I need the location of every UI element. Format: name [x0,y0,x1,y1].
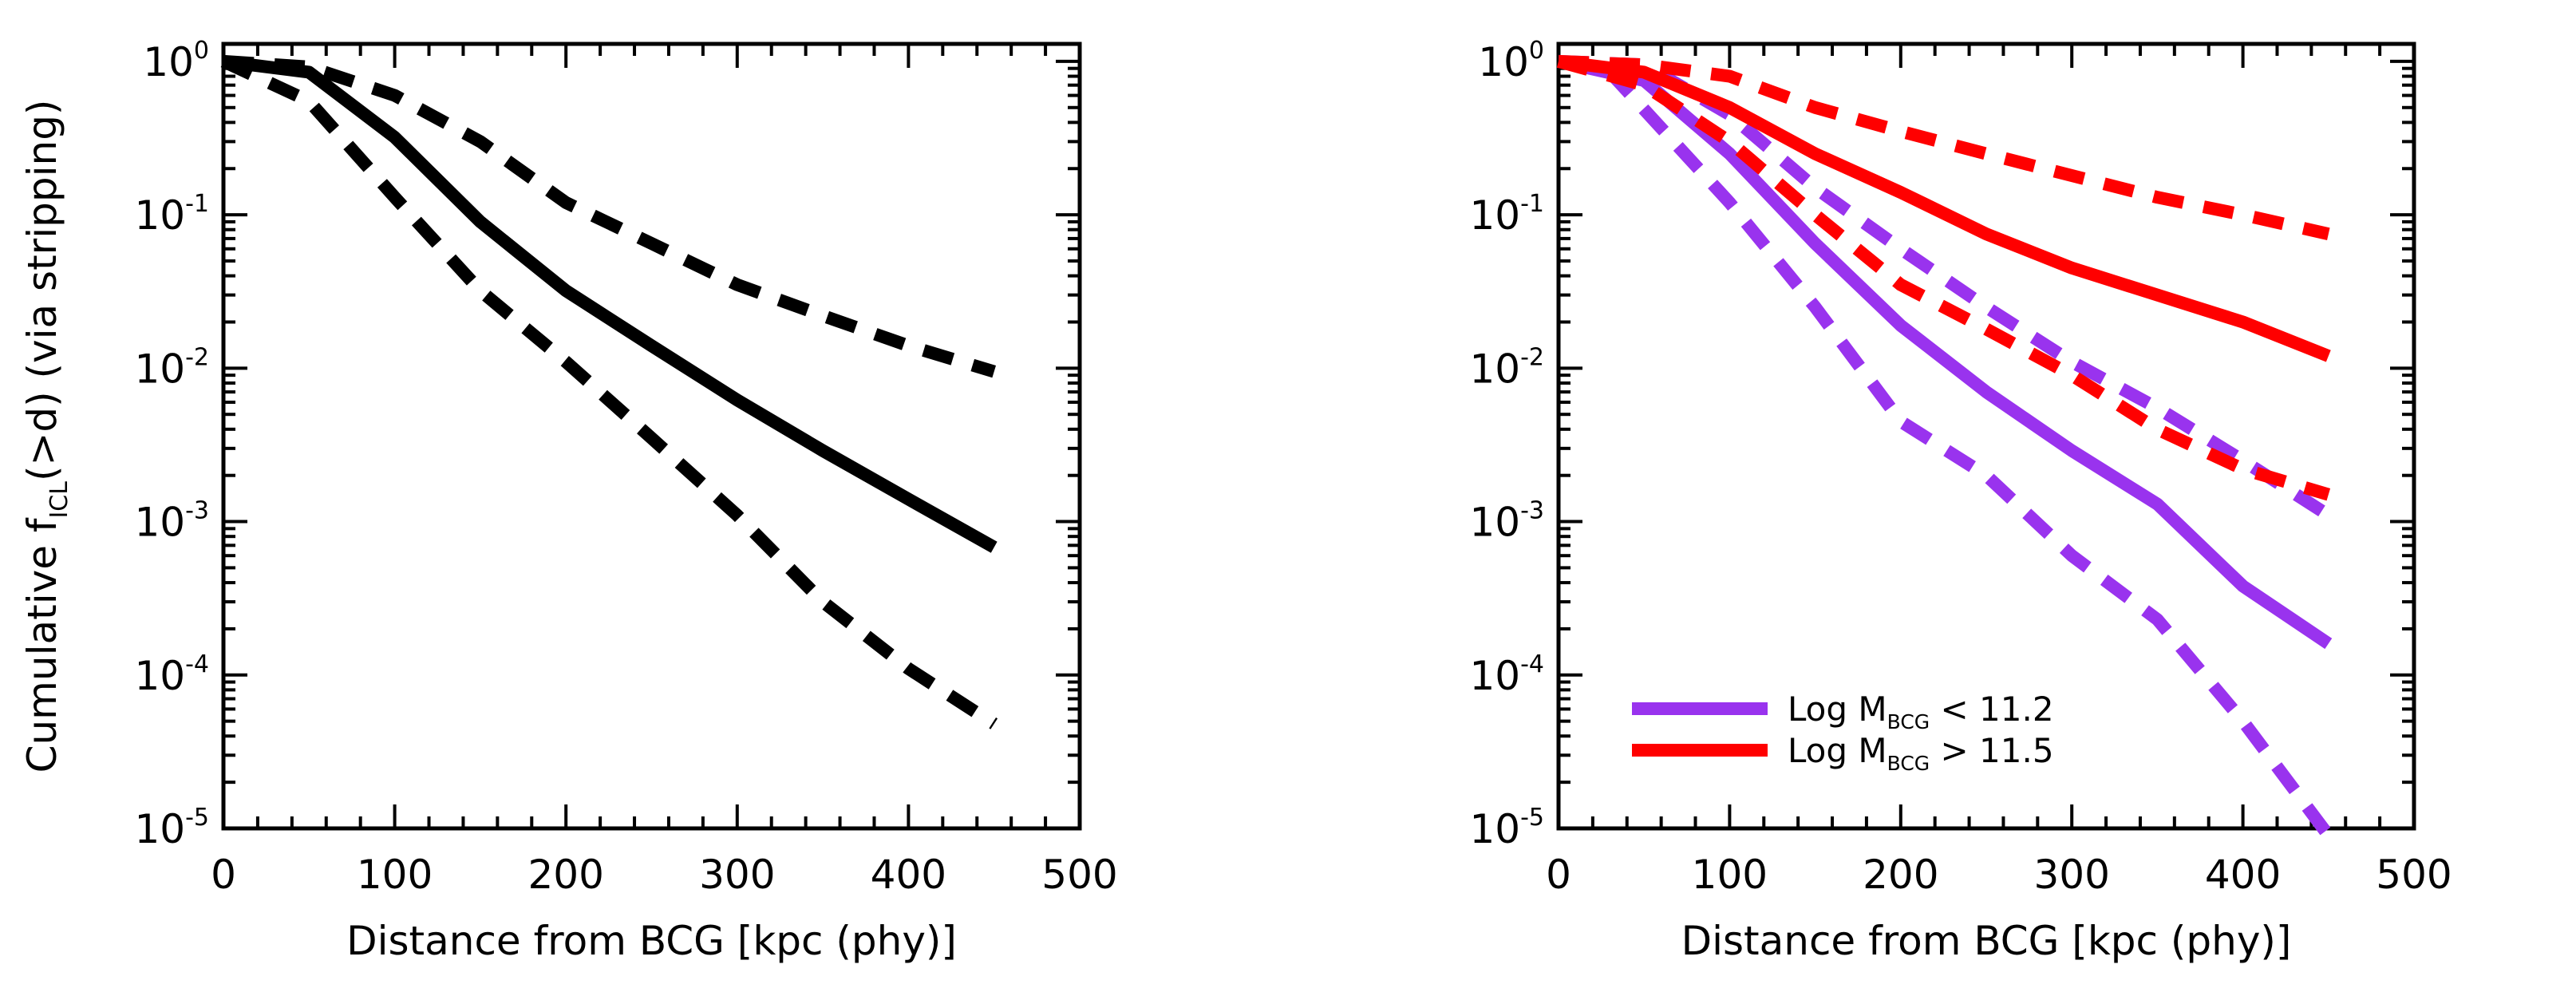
left-panel: 0 100 200 300 400 50010-510-410-310-210-1100D… [19,37,1118,964]
y-tick-base: 10 [134,653,185,699]
y-tick-exponent: -1 [185,190,209,218]
y-axis-title-subscript: ICL [45,481,73,519]
x-tick-label: 100 [1692,852,1768,898]
y-tick-base: 10 [1469,500,1520,546]
y-tick-base: 10 [1478,39,1529,85]
y-axis-title-prefix: Cumulative f [19,517,65,773]
y-tick-label: 100 [143,37,209,85]
y-tick-exponent: -1 [1520,190,1544,218]
x-tick-label: 300 [699,852,775,898]
y-tick-base: 10 [1469,806,1520,852]
y-tick-base: 10 [143,39,194,85]
y-tick-exponent: 0 [194,37,209,65]
x-tick-label: 500 [2376,852,2452,898]
legend-label-suffix: < 11.2 [1930,690,2053,729]
x-tick-label: 200 [527,852,603,898]
series-line [222,54,998,553]
y-tick-exponent: -5 [1520,804,1544,832]
right-panel: 0 100 200 300 400 50010-510-410-310-210-1100D… [1469,37,2452,964]
series-line [220,55,998,729]
y-tick-exponent: -4 [185,650,209,678]
legend-label-suffix: > 11.5 [1930,731,2053,770]
y-axis-title-suffix: (>d) (via stripping) [19,100,65,481]
y-axis-title: Cumulative fICL(>d) (via stripping) [19,100,73,773]
legend-label-prefix: Log M [1788,731,1887,770]
series-line [1558,54,2330,240]
legend-label: Log MBCG < 11.2 [1788,690,2054,733]
y-tick-base: 10 [1469,653,1520,699]
y-tick-label: 10-3 [1469,497,1544,546]
x-axis-title: Distance from BCG [kpc (phy)] [346,918,957,964]
y-tick-label: 10-4 [1469,650,1544,699]
legend-label-subscript: BCG [1887,710,1930,733]
y-tick-exponent: -3 [185,497,209,525]
y-tick-base: 10 [1469,346,1520,392]
axes-frame [221,42,1082,831]
series-line [1557,55,2333,650]
x-tick-label: 200 [1863,852,1938,898]
y-tick-label: 10-1 [134,190,209,239]
y-tick-exponent: -5 [185,804,209,832]
y-tick-label: 10-4 [134,650,209,699]
y-tick-label: 10-5 [1469,804,1544,852]
y-tick-exponent: 0 [1529,37,1544,65]
legend-label-prefix: Log M [1788,690,1887,729]
x-tick-label: 400 [2205,852,2281,898]
series-line [1557,54,2331,362]
y-tick-base: 10 [134,806,185,852]
x-tick-label: 400 [871,852,946,898]
y-tick-exponent: -4 [1520,650,1544,678]
y-tick-label: 10-3 [134,497,209,546]
y-tick-base: 10 [134,346,185,392]
series-line [223,54,997,378]
axes-frame [1556,42,2416,831]
x-tick-label: 0 [1546,852,1571,898]
x-axis-title: Distance from BCG [kpc (phy)] [1681,918,2292,964]
y-tick-exponent: -2 [1520,343,1544,371]
x-tick-label: 300 [2033,852,2109,898]
y-tick-exponent: -3 [1520,497,1544,525]
y-tick-base: 10 [134,500,185,546]
y-tick-exponent: -2 [185,343,209,371]
x-tick-label: 100 [357,852,433,898]
legend-label-subscript: BCG [1887,752,1930,775]
x-tick-label: 500 [1041,852,1117,898]
series-line [1558,54,2333,521]
series-line [1556,55,2331,501]
y-tick-label: 10-2 [1469,343,1544,392]
y-tick-label: 10-5 [134,804,209,852]
y-tick-base: 10 [1469,192,1520,239]
y-tick-base: 10 [134,192,185,239]
legend-label: Log MBCG > 11.5 [1788,731,2054,775]
x-tick-label: 0 [211,852,236,898]
y-tick-label: 10-1 [1469,190,1544,239]
y-tick-label: 10-2 [134,343,209,392]
y-tick-label: 100 [1478,37,1544,85]
